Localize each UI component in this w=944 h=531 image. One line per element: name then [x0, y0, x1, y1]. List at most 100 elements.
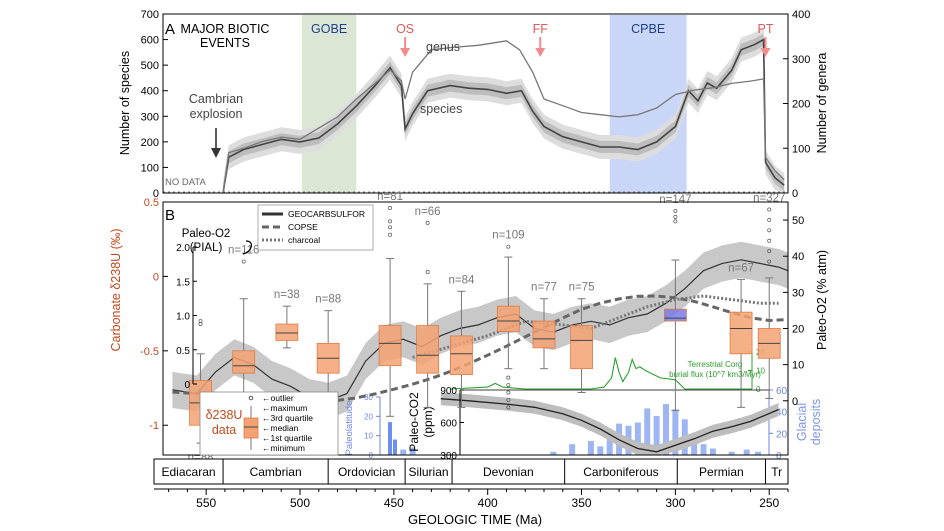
box-outlier — [767, 217, 772, 222]
box-count-label: n=75 — [569, 282, 595, 294]
tick-label-a-right: 300 — [792, 54, 810, 66]
glacial-bar — [597, 446, 604, 455]
tick-label-a-right: 400 — [792, 9, 810, 21]
event-label-os: OS — [396, 22, 414, 36]
period-bar: Ediacaran Cambrian Ordovician Silurian Devon… — [153, 458, 789, 485]
box-count-label: n=38 — [274, 289, 300, 301]
box-iqr — [232, 350, 256, 374]
x-tick-label: 250 — [759, 496, 779, 510]
box-legend-label-0: ←outlier — [262, 393, 294, 403]
o2-legend-label-copse: COPSE — [288, 222, 318, 232]
box-count-label: n=147 — [659, 194, 691, 206]
glacial-bar — [569, 444, 576, 455]
o2-legend-label-geocarbsulfor: GEOCARBSULFOR — [288, 209, 365, 219]
box-outlier — [241, 259, 246, 264]
tick-label-a-left: 500 — [141, 60, 159, 72]
tick-label-b-left: 0.5 — [144, 197, 159, 209]
tick-label-b-right: 30 — [792, 287, 804, 299]
y-left-label-a: Number of species — [118, 51, 132, 155]
box-plot: n=77 — [531, 282, 557, 370]
uncertainty-envelopes — [223, 27, 785, 193]
tick-label-paleolatitude: 10 — [364, 432, 373, 441]
terrestrial-corg-line — [450, 357, 751, 390]
paleolatitude-bar — [393, 439, 397, 455]
panel-a-ticks: 0 100 200 300 400 500 600 700 0 100 200 300 400 — [141, 9, 811, 200]
x-tick-label: 400 — [478, 496, 498, 510]
box-iqr — [416, 325, 440, 374]
tick-label-paleolatitude: 30 — [364, 393, 373, 402]
box-legend-label-5: ←minimum — [262, 443, 305, 453]
glacial-label-line1: Glacial — [795, 403, 809, 441]
box-outlier — [388, 206, 393, 210]
box-plot: n=327 — [753, 192, 785, 399]
copse-line — [172, 294, 789, 403]
o2-model-lines — [172, 259, 789, 403]
tick-label-pial: 1.0 — [176, 312, 190, 323]
o2-legend-label-charcoal: charcoal — [288, 235, 320, 245]
glacial-bar — [587, 440, 594, 455]
genus-line — [222, 40, 785, 194]
box-count-label: n=67 — [728, 262, 754, 274]
box-count-label: n=88 — [315, 294, 341, 306]
tick-label-pial: 0 — [184, 380, 190, 391]
cambrian-label-line1: Cambrian — [189, 92, 243, 106]
box-outlier — [673, 208, 678, 213]
box-iqr — [450, 335, 473, 376]
pial-pointer-arrow — [242, 240, 252, 255]
box-plot: n=75 — [569, 282, 595, 393]
box-outlier — [425, 220, 430, 225]
y-left-label-b: Carbonate δ238U (‰) — [109, 229, 123, 352]
tick-label-b-left: -0.5 — [140, 346, 159, 358]
tick-label-a-left: 600 — [141, 35, 159, 47]
tick-label-b-right: 0 — [792, 396, 798, 408]
tick-label-a-left: 100 — [141, 162, 159, 174]
box-outlier — [425, 269, 430, 274]
glacial-bar — [409, 447, 416, 455]
box-count-label: n=109 — [492, 230, 524, 242]
event-label-pt: PT — [757, 22, 773, 36]
box-iqr — [275, 323, 299, 341]
period-label-ordovician: Ordovician — [338, 465, 395, 479]
panel-a-letter: A — [165, 21, 175, 38]
tick-label-pial: 0.5 — [176, 346, 190, 357]
box-outlier — [673, 214, 678, 219]
box-legend-outlier — [248, 395, 254, 401]
x-axis: 550 500 450 400 350 300 250 — [154, 488, 789, 510]
species-label: species — [420, 102, 462, 116]
event-band-cpbe — [609, 15, 687, 193]
biotic-events-title-line1: MAJOR BIOTIC — [181, 22, 270, 36]
glacial-bar — [728, 451, 735, 455]
y-right-label-b: Paleo-O2 (% atm) — [815, 250, 829, 350]
event-label-cpbe: CPBE — [631, 22, 665, 36]
box-iqr — [570, 325, 593, 370]
box-outlier — [506, 390, 511, 395]
cambrian-arrow-head — [211, 148, 221, 158]
period-label-carboniferous: Carboniferous — [583, 465, 658, 479]
period-label-cambrian: Cambrian — [250, 465, 302, 479]
geocarbsulfor-line — [172, 259, 789, 402]
period-label-permian: Permian — [699, 465, 744, 479]
event-labels: GOBE OS FF CPBE PT — [311, 22, 774, 57]
tick-label-pial: 2.0 — [176, 243, 190, 254]
box-iqr — [663, 308, 687, 322]
box-outlier — [767, 228, 772, 233]
glacial-bar — [653, 416, 660, 455]
glacial-bar — [634, 422, 641, 455]
box-legend-label-3: ←median — [262, 423, 299, 433]
box-outlier — [388, 232, 393, 237]
glacial-label-line2: deposits — [809, 399, 823, 446]
box-plot: n=67 — [728, 262, 754, 408]
tick-label-terrestrial: 10 — [756, 367, 765, 376]
tick-label-a-right: 100 — [792, 143, 810, 155]
pial-label-line1: Paleo-O2 — [182, 228, 231, 240]
tick-label-a-left: 400 — [141, 86, 159, 98]
box-legend-label-4: ←1st quartile — [262, 433, 312, 443]
box-outlier — [767, 249, 772, 254]
paleolatitude-label: Paleolatitude — [344, 401, 355, 456]
tick-label-a-right: 0 — [792, 188, 798, 200]
